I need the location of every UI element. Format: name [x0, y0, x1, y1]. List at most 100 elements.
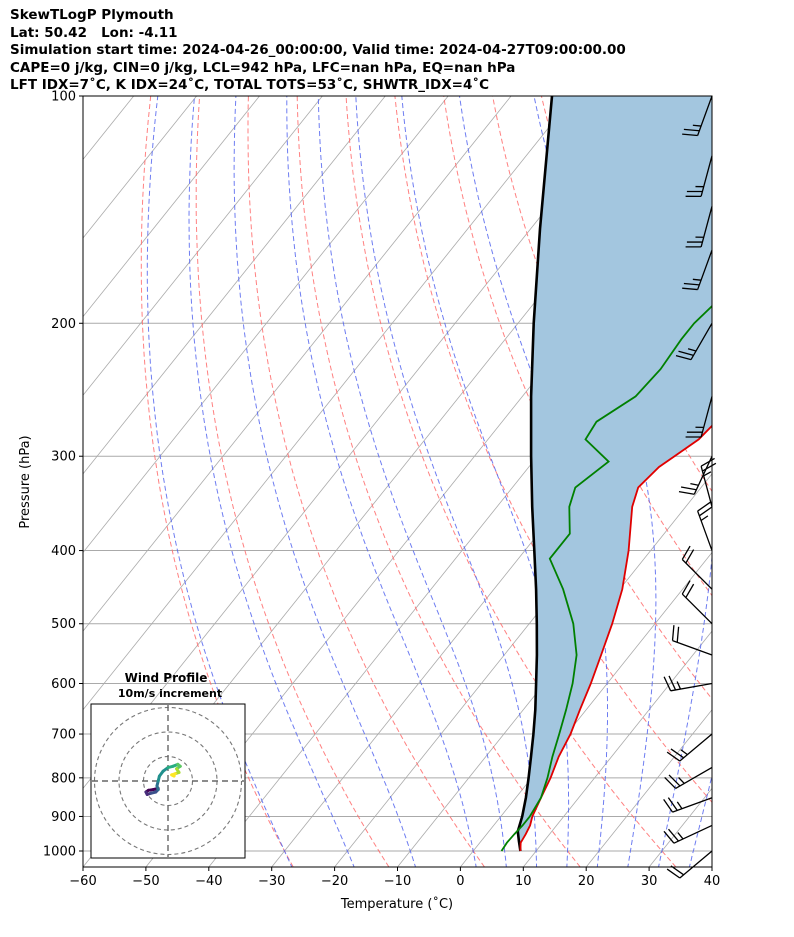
dry-adiabat: [296, 96, 581, 867]
hodograph-trace-segment: [170, 773, 176, 778]
wind-barb: [666, 733, 713, 762]
isotherm-gridline: [83, 96, 323, 396]
x-tick-label: 40: [704, 874, 721, 889]
wind-barb-shaft: [672, 639, 713, 656]
station-title: SkewTLogP Plymouth: [10, 7, 174, 23]
wind-barb: [664, 766, 713, 789]
x-tick-label: −30: [258, 874, 285, 889]
x-tick-label: 30: [641, 874, 658, 889]
x-tick-label: −20: [321, 874, 348, 889]
wind-barb-flag: [666, 751, 681, 762]
wind-barb-flag: [678, 490, 695, 495]
wind-barb-shaft: [700, 466, 713, 507]
wind-barb-half-flag: [692, 278, 702, 281]
wind-barb-shaft: [679, 850, 713, 879]
wind-barb: [682, 249, 713, 291]
x-tick-label: −50: [132, 874, 159, 889]
profile-lines: [500, 96, 712, 852]
y-tick-label: 900: [51, 810, 76, 825]
wind-barb: [663, 797, 713, 813]
wind-barb-flag: [685, 549, 695, 564]
dry-adiabat: [737, 96, 794, 867]
hodograph-inset: Wind Profile 10m/s increment: [90, 671, 246, 859]
wind-barb: [681, 545, 713, 590]
wind-barb-flag: [698, 506, 713, 517]
isotherm-gridline: [83, 96, 512, 632]
wind-barb-flag: [663, 798, 674, 813]
wind-barb: [675, 322, 713, 361]
isotherm-gridline: [775, 96, 794, 867]
wind-barb-shaft: [690, 322, 713, 360]
wind-barb: [682, 95, 713, 137]
hodograph-subtitle: 10m/s increment: [118, 687, 222, 700]
wind-barb-shaft: [697, 510, 713, 551]
cape-cin-shading: [517, 96, 712, 851]
dry-adiabat: [247, 96, 485, 867]
moist-adiabat: [401, 96, 570, 867]
wind-barb-half-flag: [687, 348, 697, 352]
y-tick-label: 1000: [43, 845, 76, 860]
dry-adiabat: [140, 96, 294, 867]
hodograph-title: Wind Profile: [125, 671, 208, 685]
y-tick-label: 800: [51, 771, 76, 786]
wind-barb-flag: [670, 865, 685, 876]
isotherm-gridline: [83, 96, 260, 318]
wind-barb-half-flag: [703, 471, 712, 477]
isotherm-gridline: [208, 237, 712, 867]
axes: −60 −50 −40 −30 −20 −10 0 10 20 30 40 100 200 300 400 5…: [43, 90, 720, 890]
wind-barb-half-flag: [676, 801, 683, 810]
dry-adiabat: [345, 96, 677, 867]
wind-barb: [666, 850, 713, 879]
isotherm-gridline: [711, 866, 712, 867]
y-tick-label: 700: [51, 728, 76, 743]
wind-barb-flag: [670, 748, 685, 759]
wind-barb-half-flag: [677, 832, 684, 840]
wind-barb-flag: [676, 626, 680, 643]
dry-adiabat: [786, 96, 794, 867]
moist-adiabat: [632, 96, 712, 867]
parcel-profile-line: [516, 96, 554, 852]
dewpoint-profile-line: [500, 304, 712, 852]
wind-barbs: [663, 95, 717, 879]
wind-barb-flag: [664, 776, 677, 789]
wind-barb-flag: [682, 287, 698, 291]
y-tick-label: 400: [51, 544, 76, 559]
chart-header: SkewTLogP Plymouth Lat: 50.42 Lon: -4.11 S…: [10, 7, 626, 95]
wind-barb-flag: [668, 675, 677, 691]
shaded-area: [517, 96, 712, 851]
isotherm-gridline: [83, 96, 197, 239]
wind-barb-flag: [678, 350, 694, 356]
wind-barb-flag: [666, 868, 681, 879]
y-tick-label: 100: [51, 90, 76, 105]
wind-barb-half-flag: [676, 681, 682, 690]
x-tick-label: 0: [456, 874, 464, 889]
isotherm-gridline: [522, 630, 712, 867]
x-tick-label: 10: [515, 874, 532, 889]
wind-barb-flag: [667, 797, 678, 811]
isotherm-gridline: [0, 96, 71, 867]
wind-barb-flag: [702, 462, 717, 472]
wind-barb-shaft: [700, 155, 713, 197]
wind-barb: [685, 155, 713, 198]
wind-barb-flag: [682, 133, 698, 137]
y-tick-label: 300: [51, 450, 76, 465]
wind-barb-shaft: [700, 396, 713, 438]
wind-barb: [685, 206, 713, 248]
wind-barb-flag: [663, 676, 672, 692]
wind-barb-flag: [675, 354, 692, 361]
moist-adiabat: [317, 96, 507, 867]
wind-barb-flag: [685, 583, 695, 598]
station-coords: Lat: 50.42 Lon: -4.11: [10, 24, 178, 41]
moist-adiabat: [355, 96, 538, 867]
wind-barb-half-flag: [700, 515, 709, 522]
wind-barb-shaft: [679, 733, 713, 762]
wind-barb-shaft: [681, 559, 713, 590]
wind-barb-shaft: [670, 682, 713, 692]
moist-adiabat: [286, 96, 477, 867]
moist-adiabat: [188, 96, 355, 867]
x-tick-label: −60: [69, 874, 96, 889]
wind-barb-half-flag: [678, 777, 685, 784]
isotherm-gridline: [83, 96, 575, 711]
wind-barb-shaft: [700, 206, 713, 248]
